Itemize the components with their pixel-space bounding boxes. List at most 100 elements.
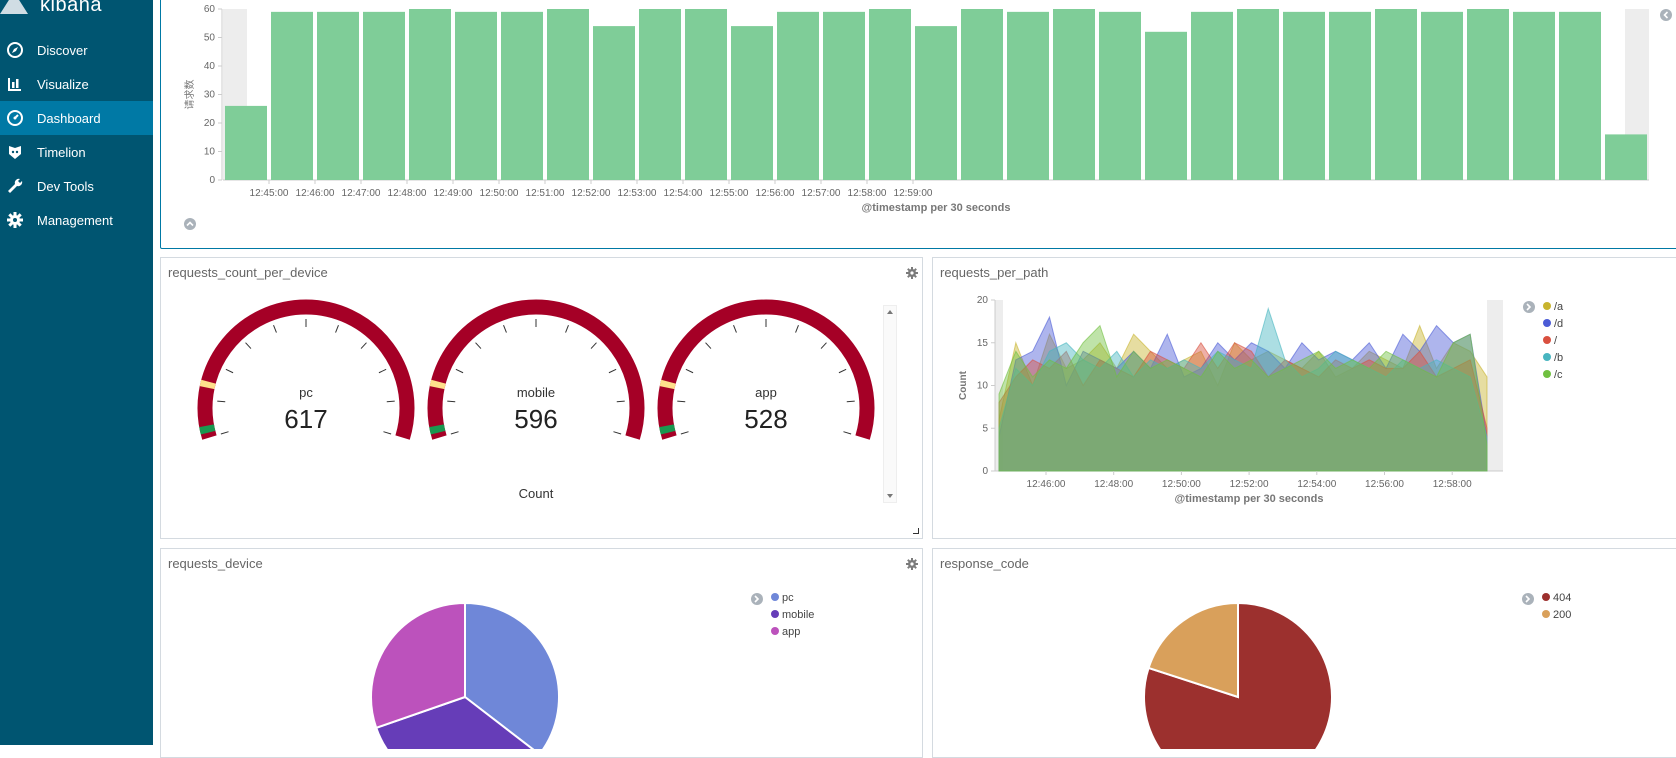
legend-swatch (1543, 353, 1551, 361)
gauge-mid-band (199, 379, 216, 390)
legend-label: /d (1554, 318, 1563, 330)
y-tick-label: 40 (204, 61, 216, 72)
area-chart: 0 5 10 15 20 12:46:00 12:48:00 12:50:00 12:52:00… (958, 295, 1564, 505)
bar (1099, 11, 1141, 180)
scroll-down-icon[interactable] (887, 494, 893, 498)
x-tick-label: 12:59:00 (894, 188, 933, 199)
x-tick-label: 12:52:00 (572, 188, 611, 199)
bar (593, 26, 635, 180)
gauge-start-band (659, 424, 676, 435)
gauge-tick (225, 368, 234, 374)
requests-over-time-panel: 0 10 20 30 40 50 60 12:45:00 12:46:00 12:47:00 12:… (160, 0, 1676, 249)
nav-item-label: Discover (37, 42, 88, 58)
legend-label: app (782, 626, 800, 638)
gauge-tick (685, 368, 694, 374)
bar (1559, 11, 1601, 180)
legend-label: /b (1554, 352, 1563, 364)
gauge-tick (455, 368, 464, 374)
legend-swatch (771, 610, 779, 618)
bar (1375, 9, 1417, 180)
panel-title: requests_per_path (940, 265, 1049, 280)
gauge-tick (616, 400, 625, 403)
gauge-tick (608, 368, 617, 374)
response-code-panel: response_code 404 200 (932, 548, 1676, 758)
x-tick-label: 12:50:00 (480, 188, 519, 199)
nav-item-timelion[interactable]: Timelion (0, 135, 153, 169)
bar (1467, 9, 1509, 180)
collapse-legend-icon[interactable] (183, 217, 197, 231)
gauge-start-band (429, 424, 446, 435)
bar (225, 105, 267, 180)
x-tick-label: 12:49:00 (434, 188, 473, 199)
pie-slice (464, 601, 560, 749)
bar (1007, 11, 1049, 180)
gauge-chart: pc 617 mobile 596 app 528 Count (197, 299, 875, 501)
requests-device-panel: requests_device pc mobile app (160, 548, 923, 758)
legend-label: / (1554, 335, 1558, 347)
pie-slice (370, 601, 466, 730)
gauge-tick (705, 342, 712, 349)
gauge-label: app (755, 385, 777, 400)
bar (1191, 11, 1233, 180)
legend-swatch (1542, 593, 1550, 601)
brand[interactable]: kibana (0, 0, 153, 16)
gauge-value: 617 (284, 404, 327, 434)
nav-item-management[interactable]: Management (0, 203, 153, 237)
resize-handle[interactable] (913, 528, 919, 534)
legend-swatch (1543, 302, 1551, 310)
x-tick-label: 12:54:00 (1297, 479, 1336, 490)
bar (823, 11, 865, 180)
area-series (998, 324, 1488, 472)
x-tick-label: 12:52:00 (1230, 479, 1269, 490)
scrollbar[interactable] (883, 305, 897, 503)
area-series (998, 315, 1488, 472)
bar (271, 11, 313, 180)
gear-icon[interactable] (906, 558, 918, 570)
bar (317, 11, 359, 180)
gear-icon[interactable] (906, 267, 918, 279)
gauge-tick (273, 324, 277, 333)
bar (869, 9, 911, 180)
bar (961, 9, 1003, 180)
nav-item-dev-tools[interactable]: Dev Tools (0, 169, 153, 203)
gauge-start-band (199, 424, 216, 435)
legend-label: /a (1554, 301, 1564, 313)
expand-legend-icon[interactable] (1659, 8, 1673, 22)
panel-title: requests_count_per_device (168, 265, 328, 280)
nav-item-visualize[interactable]: Visualize (0, 67, 153, 101)
x-tick-label: 12:58:00 (1433, 479, 1472, 490)
legend-label: pc (782, 592, 794, 604)
bar (1421, 11, 1463, 180)
gauge-tick (378, 368, 387, 374)
area-series (998, 341, 1488, 472)
legend-toggle-icon (751, 593, 763, 605)
x-tick-label: 12:53:00 (618, 188, 657, 199)
scroll-up-icon[interactable] (887, 310, 893, 314)
y-tick-label: 0 (209, 175, 215, 186)
gauge-tick (447, 400, 456, 403)
x-tick-label: 12:48:00 (1094, 479, 1133, 490)
gauge-tick (613, 431, 622, 435)
kibana-logo-icon (0, 0, 28, 14)
gauge-tick (680, 431, 689, 435)
gauge-tick (733, 324, 737, 333)
gauge-value: 596 (514, 404, 557, 434)
pie-slice (1147, 601, 1239, 699)
nav-item-discover[interactable]: Discover (0, 33, 153, 67)
gauge-tick (820, 342, 827, 349)
y-tick-label: 10 (977, 381, 989, 392)
gauge-tick (677, 400, 686, 403)
gauge-tick (450, 431, 459, 435)
area-series (998, 306, 1488, 472)
x-tick-label: 12:54:00 (664, 188, 703, 199)
legend-label: 200 (1553, 609, 1571, 621)
bar-chart-icon (8, 78, 21, 91)
x-tick-label: 12:56:00 (1365, 479, 1404, 490)
y-axis-title: Count (958, 370, 969, 400)
nav-item-dashboard[interactable]: Dashboard (0, 101, 153, 135)
gauge-tick (217, 400, 226, 403)
bar (1145, 31, 1187, 180)
gauge-tick (386, 400, 395, 403)
gauge-label: mobile (517, 385, 555, 400)
y-axis-title: 请求数 (183, 80, 196, 110)
